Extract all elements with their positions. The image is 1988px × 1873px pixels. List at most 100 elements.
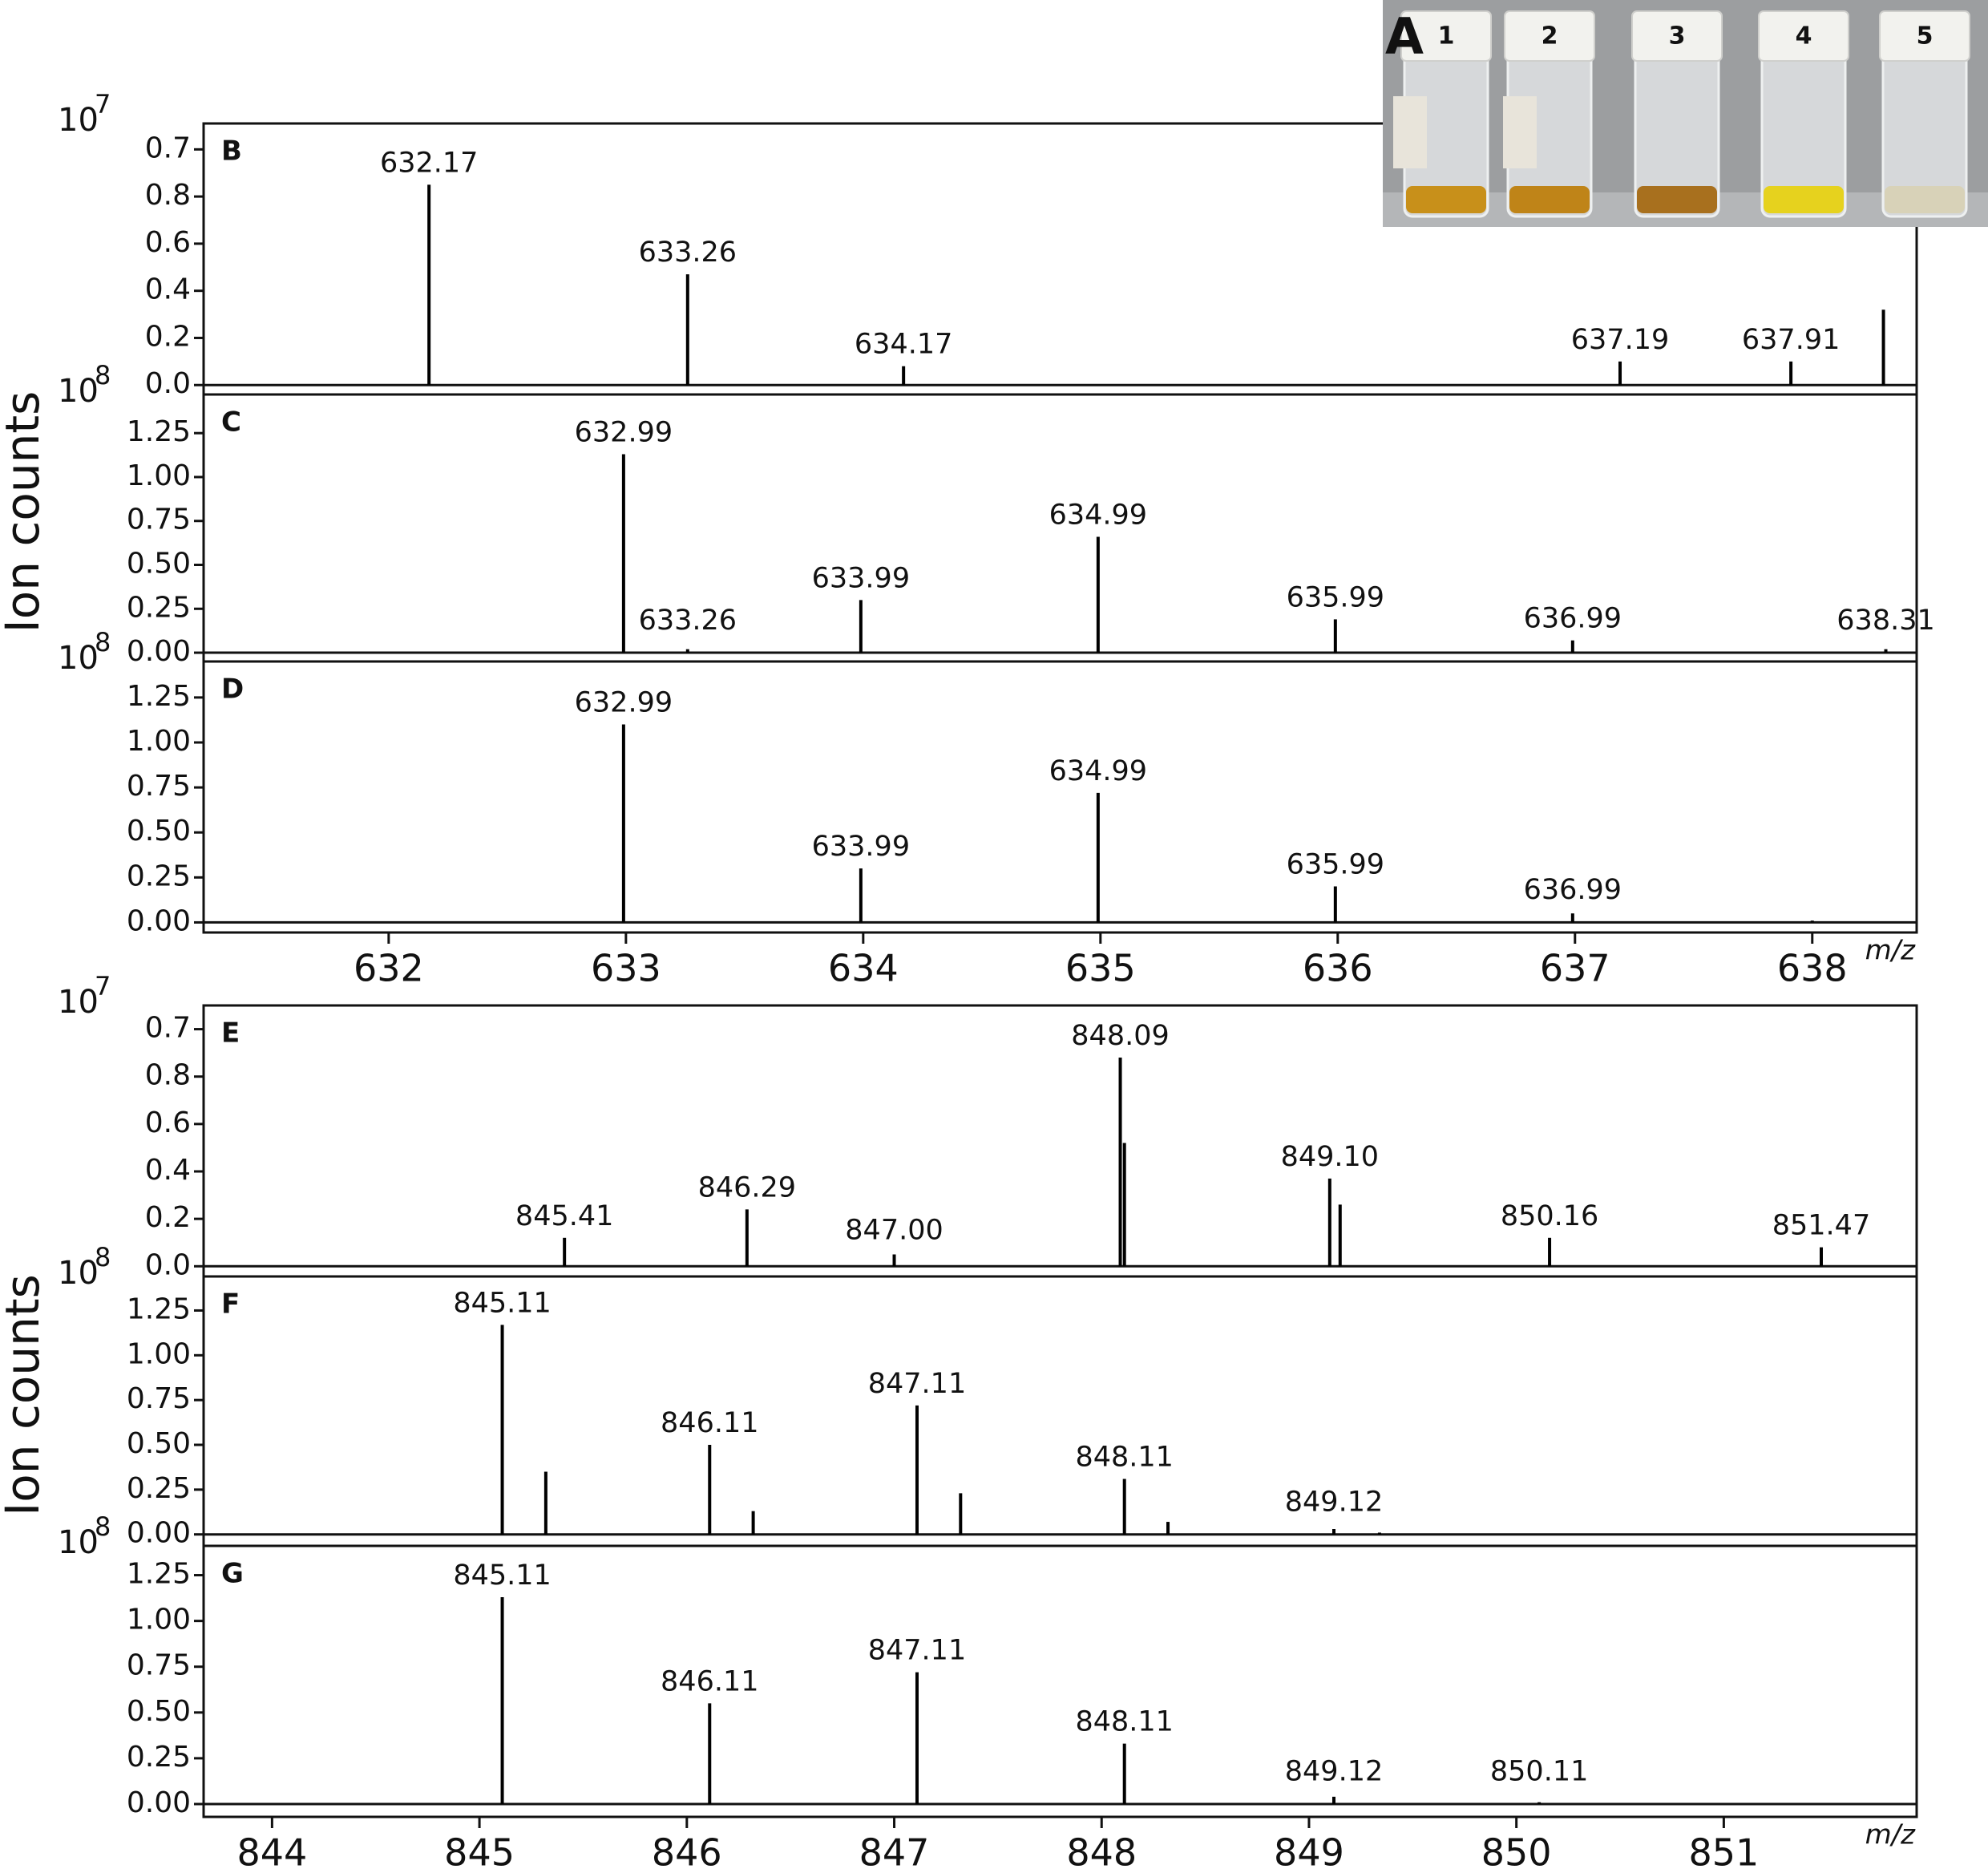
peak-label: 635.99 (1287, 849, 1384, 881)
y-tick-label: 0.6 (145, 226, 191, 259)
vial-number: 4 (1796, 22, 1812, 51)
peak-label: 637.19 (1571, 324, 1669, 356)
peak-label: 847.11 (868, 1368, 966, 1400)
vial-liquid (1885, 186, 1965, 213)
peak-label: 632.99 (575, 687, 673, 719)
peak-label: 635.99 (1287, 581, 1384, 613)
peak-label: 849.10 (1281, 1141, 1379, 1173)
vial-liquid (1637, 186, 1717, 213)
peak-label: 851.47 (1772, 1210, 1870, 1242)
vial-number: 5 (1917, 22, 1933, 51)
y-multiplier-base: 10 (58, 640, 99, 677)
panel-label: F (221, 1288, 240, 1321)
vial-number: 1 (1438, 22, 1455, 51)
y-tick-label: 1.25 (127, 680, 191, 713)
y-multiplier-exponent: 8 (95, 627, 111, 657)
peak-label: 849.12 (1285, 1755, 1383, 1787)
peak-label: 636.99 (1524, 603, 1622, 635)
x-tick-label: 849 (1274, 1831, 1344, 1873)
x-tick-label: 845 (444, 1831, 515, 1873)
plot-frame (202, 1004, 1918, 1278)
peak-label: 632.17 (380, 147, 478, 179)
peak-label: 633.99 (812, 831, 910, 863)
y-tick-label: 0.75 (127, 1649, 191, 1682)
y-tick-label: 0.8 (145, 179, 191, 212)
y-tick-label: 0.8 (145, 1059, 191, 1092)
peak-label: 849.12 (1285, 1486, 1383, 1518)
y-tick-label: 0.6 (145, 1106, 191, 1139)
panel-label: E (221, 1017, 240, 1050)
x-tick-label: 632 (354, 947, 424, 990)
x-tick-label: 635 (1065, 947, 1136, 990)
peak-label: 845.11 (453, 1559, 551, 1592)
y-multiplier-exponent: 8 (95, 1511, 111, 1542)
y-axis-label: Ion counts (0, 391, 50, 633)
plot-frame (202, 1544, 1918, 1818)
x-tick-label: 634 (828, 947, 899, 990)
y-tick-label: 0.50 (127, 548, 191, 581)
y-tick-label: 0.4 (145, 1154, 191, 1187)
peak-label: 845.41 (515, 1200, 613, 1232)
y-tick-label: 0.50 (127, 815, 191, 848)
peak-label: 637.91 (1742, 324, 1840, 356)
vial-cap (1879, 10, 1970, 62)
panel-label: G (221, 1558, 244, 1590)
y-multiplier-base: 10 (58, 373, 99, 410)
vial-cap (1400, 10, 1492, 62)
x-axis-label: m/z (1865, 935, 1917, 967)
vial-cap (1631, 10, 1723, 62)
peak-label: 846.11 (661, 1407, 758, 1439)
y-tick-label: 0.25 (127, 591, 191, 624)
peak-label: 848.11 (1075, 1441, 1173, 1473)
plot-frame (202, 660, 1918, 934)
y-tick-label: 0.25 (127, 1741, 191, 1774)
vial-number: 2 (1542, 22, 1558, 51)
y-tick-label: 0.25 (127, 860, 191, 892)
y-tick-label: 0.75 (127, 770, 191, 803)
peak-label: 634.99 (1049, 755, 1147, 787)
peak-label: 636.99 (1524, 874, 1622, 906)
y-multiplier-exponent: 7 (95, 89, 111, 119)
peak-label: 633.26 (639, 605, 737, 637)
y-tick-label: 1.00 (127, 459, 191, 492)
y-tick-label: 0.50 (127, 1695, 191, 1728)
vial-tag (1393, 96, 1427, 168)
y-multiplier-base: 10 (58, 1255, 99, 1292)
peak-label: 633.99 (812, 562, 910, 594)
y-tick-label: 0.00 (127, 1786, 191, 1819)
y-multiplier-exponent: 8 (95, 1242, 111, 1272)
x-axis-label: m/z (1865, 1819, 1917, 1851)
x-tick-label: 844 (236, 1831, 307, 1873)
peak-label: 632.99 (575, 416, 673, 448)
y-multiplier-base: 10 (58, 1524, 99, 1561)
photo-panel: 1 2 3 4 5 A (1383, 0, 1988, 227)
y-tick-label: 1.25 (127, 1558, 191, 1591)
x-tick-label: 638 (1777, 947, 1848, 990)
peak-label: 634.99 (1049, 499, 1147, 531)
peak-label: 845.11 (453, 1287, 551, 1319)
y-multiplier-exponent: 8 (95, 360, 111, 390)
y-tick-label: 0.00 (127, 1517, 191, 1550)
y-tick-label: 0.2 (145, 320, 191, 353)
x-tick-label: 851 (1688, 1831, 1759, 1873)
y-tick-label: 0.0 (145, 1248, 191, 1281)
y-tick-label: 1.25 (127, 1292, 191, 1325)
x-tick-label: 847 (859, 1831, 930, 1873)
x-tick-label: 636 (1303, 947, 1373, 990)
peak-label: 633.26 (639, 237, 737, 269)
panel-label: B (221, 136, 242, 168)
y-tick-label: 0.4 (145, 273, 191, 306)
y-tick-label: 0.75 (127, 1382, 191, 1415)
peak-label: 848.09 (1071, 1020, 1169, 1052)
vial-liquid (1509, 186, 1590, 213)
x-tick-label: 846 (652, 1831, 722, 1873)
x-tick-label: 633 (591, 947, 661, 990)
vial-cap (1758, 10, 1849, 62)
x-tick-label: 637 (1540, 947, 1610, 990)
panel-label: D (221, 674, 244, 706)
y-tick-label: 0.7 (145, 131, 191, 164)
y-tick-label: 0.0 (145, 367, 191, 400)
y-tick-label: 1.00 (127, 1604, 191, 1636)
x-tick-label: 850 (1481, 1831, 1552, 1873)
